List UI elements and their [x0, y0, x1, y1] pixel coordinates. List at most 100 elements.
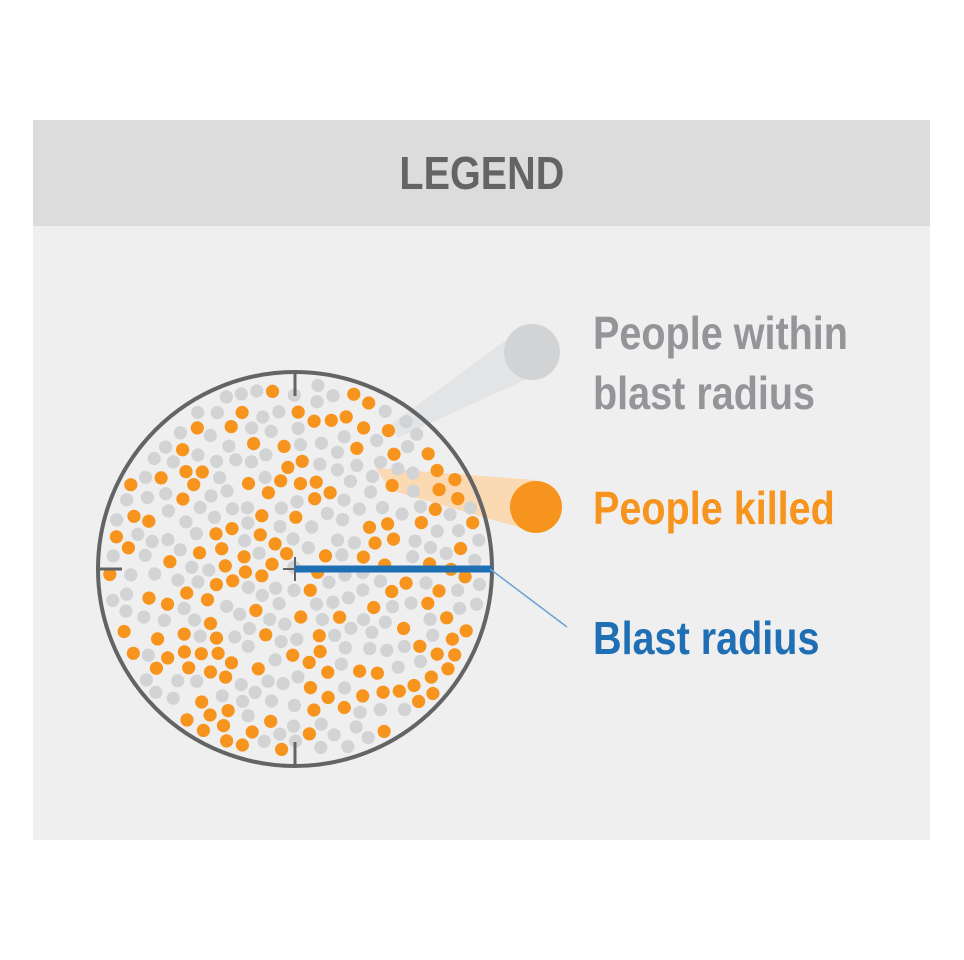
killed-person-dot [187, 478, 201, 492]
person-dot [191, 448, 205, 462]
killed-person-dot [386, 532, 401, 546]
person-dot [241, 709, 255, 723]
killed-person-dot [321, 665, 335, 679]
person-dot [222, 439, 236, 453]
killed-person-dot [142, 514, 156, 528]
person-dot [242, 621, 257, 636]
person-dot [293, 438, 308, 452]
killed-person-dot [303, 681, 318, 695]
person-dot [326, 595, 340, 609]
person-dot [385, 600, 400, 614]
person-dot [334, 657, 348, 671]
person-dot [190, 674, 204, 688]
person-dot [370, 433, 384, 448]
killed-person-dot [190, 421, 204, 435]
person-dot [273, 520, 287, 534]
person-dot [469, 597, 484, 611]
person-dot [258, 470, 272, 484]
person-dot [166, 455, 180, 469]
person-dot [375, 501, 389, 515]
person-dot [207, 510, 221, 524]
person-dot [286, 532, 300, 546]
person-dot [290, 495, 304, 509]
killed-person-dot [309, 475, 323, 489]
person-dot [177, 601, 191, 616]
killed-person-dot [321, 690, 335, 705]
person-dot [193, 500, 207, 515]
person-dot [202, 563, 216, 577]
person-dot [356, 583, 370, 597]
person-dot [236, 694, 250, 708]
person-dot [314, 740, 328, 755]
killed-person-dot [414, 516, 428, 530]
killed-person-dot [235, 405, 249, 420]
killed-person-dot [407, 678, 421, 693]
killed-person-dot [195, 695, 209, 709]
person-dot [215, 689, 229, 703]
person-dot [439, 546, 453, 560]
killed-person-dot [179, 465, 193, 479]
person-dot [401, 440, 415, 454]
people-dots [103, 378, 487, 757]
killed-person-dot [216, 719, 231, 733]
killed-person-dot [224, 420, 238, 434]
person-dot [203, 428, 217, 443]
person-dot [451, 583, 465, 597]
person-dot [110, 513, 124, 527]
killed-person-dot [303, 583, 317, 597]
killed-person-dot [196, 723, 210, 738]
killed-person-dot [161, 651, 175, 665]
people-within-label-line2: blast radius [593, 367, 816, 419]
person-dot [309, 597, 324, 611]
killed-person-dot [454, 541, 468, 556]
person-dot [259, 448, 273, 462]
person-dot [255, 588, 269, 602]
person-dot [378, 404, 392, 418]
killed-person-dot [293, 477, 307, 491]
killed-person-dot [323, 486, 337, 500]
person-dot [287, 719, 301, 733]
killed-person-dot [353, 664, 367, 678]
people-within-label-line1: People within [593, 307, 848, 359]
person-dot [337, 430, 351, 444]
person-dot [335, 548, 349, 562]
person-dot [185, 560, 199, 574]
killed-person-dot [381, 424, 395, 438]
killed-person-dot [209, 527, 223, 541]
person-dot [234, 678, 248, 692]
killed-person-dot [209, 578, 223, 592]
person-dot [328, 628, 342, 643]
person-dot [193, 629, 207, 643]
person-dot [343, 474, 357, 488]
person-dot [391, 660, 405, 674]
people-within-label: People within blast radius [593, 303, 848, 423]
killed-person-dot [215, 542, 229, 556]
killed-person-dot [307, 414, 321, 428]
killed-person-dot [203, 708, 217, 722]
person-dot [234, 387, 248, 401]
person-dot [290, 632, 304, 646]
killed-person-dot [249, 603, 263, 618]
killed-person-dot [277, 439, 291, 453]
person-dot [373, 574, 387, 588]
killed-person-dot [377, 724, 391, 739]
killed-person-dot [362, 396, 376, 410]
person-dot [426, 628, 440, 642]
person-dot [261, 674, 275, 688]
person-dot [404, 596, 418, 610]
person-dot [137, 610, 151, 624]
person-dot [398, 702, 412, 717]
person-dot [410, 427, 424, 441]
person-dot [313, 457, 327, 471]
killed-person-dot [255, 509, 269, 523]
person-dot [352, 502, 366, 516]
person-dot [220, 599, 234, 613]
killed-person-dot [177, 645, 191, 659]
killed-person-dot [127, 509, 141, 523]
person-dot [331, 533, 345, 547]
killed-person-dot [194, 647, 208, 661]
person-dot [139, 673, 153, 687]
person-dot [138, 548, 152, 562]
killed-person-dot [275, 742, 289, 757]
